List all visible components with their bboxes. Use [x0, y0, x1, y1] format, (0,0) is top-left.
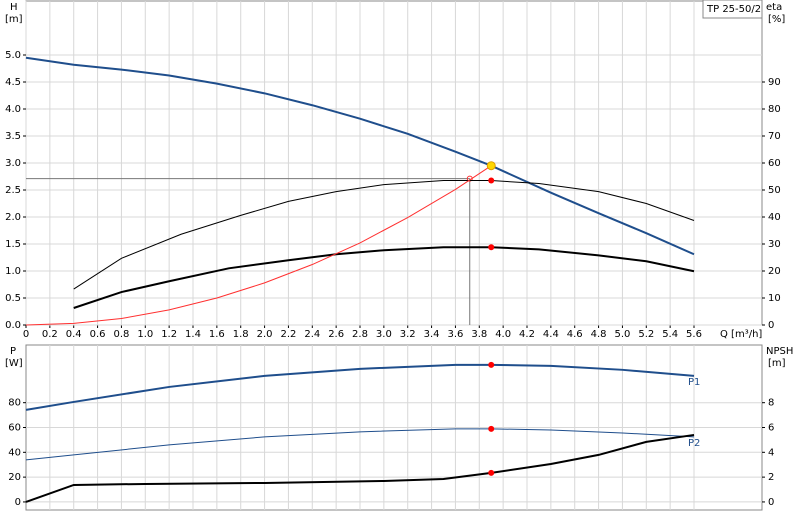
x-tick-label: 2.6: [328, 329, 344, 340]
y-axis-unit: [m]: [5, 14, 23, 25]
y2-tick-label: 70: [768, 131, 781, 142]
y2-axis-label: NPSH: [766, 346, 793, 357]
x-tick-label: 1.0: [137, 329, 153, 340]
y-tick-label: 3.5: [5, 131, 21, 142]
operating-point: [488, 469, 495, 476]
x-tick-label: 4.0: [495, 329, 511, 340]
x-tick-label: 0.4: [66, 329, 82, 340]
y2-tick-label: 0: [768, 320, 774, 331]
x-tick-label: 4.4: [543, 329, 559, 340]
y2-tick-label: 40: [768, 212, 781, 223]
y-tick-label: 3.0: [5, 158, 21, 169]
y2-axis-unit: [%]: [768, 14, 785, 25]
x-axis-label: Q [m³/h]: [720, 329, 762, 340]
y2-tick-label: 8: [768, 398, 774, 409]
y2-tick-label: 60: [768, 158, 781, 169]
x-tick-label: 3.0: [376, 329, 392, 340]
y-tick-label: 80: [8, 398, 21, 409]
y-tick-label: 4.5: [5, 77, 21, 88]
y-tick-label: 5.0: [5, 50, 21, 61]
y-tick-label: 0.5: [5, 293, 21, 304]
y-axis-label: H: [10, 2, 18, 13]
y2-tick-label: 4: [768, 447, 774, 458]
series-line: [25, 428, 695, 461]
y2-tick-label: 20: [768, 266, 781, 277]
x-tick-label: 1.2: [161, 329, 177, 340]
y2-tick-label: 6: [768, 423, 774, 434]
x-tick-label: 2.8: [352, 329, 368, 340]
y-tick-label: 20: [8, 472, 21, 483]
x-tick-label: 3.4: [424, 329, 440, 340]
operating-point: [488, 425, 495, 432]
y-tick-label: 60: [8, 423, 21, 434]
y2-tick-label: 90: [768, 77, 781, 88]
series-label: P1: [688, 377, 700, 388]
x-tick-label: 3.6: [447, 329, 463, 340]
x-tick-label: 5.6: [686, 329, 702, 340]
y-tick-label: 2.5: [5, 185, 21, 196]
series-label: P2: [688, 438, 700, 449]
series-line: [73, 180, 695, 290]
y-tick-label: 2.0: [5, 212, 21, 223]
y-axis-unit: [W]: [5, 358, 23, 369]
x-tick-label: 3.8: [471, 329, 487, 340]
x-tick-label: 1.4: [185, 329, 201, 340]
y2-tick-label: 50: [768, 185, 781, 196]
y2-tick-label: 2: [768, 472, 774, 483]
x-tick-label: 2.0: [257, 329, 273, 340]
y2-tick-label: 0: [768, 497, 774, 508]
y2-axis-label: eta: [766, 2, 782, 13]
y2-axis-unit: [m]: [768, 358, 786, 369]
x-tick-label: 1.8: [233, 329, 249, 340]
series-line: [25, 56, 695, 256]
x-tick-label: 2.4: [304, 329, 320, 340]
y-tick-label: 0.0: [5, 320, 21, 331]
series-line: [25, 363, 695, 411]
y-tick-label: 1.5: [5, 239, 21, 250]
operating-point: [488, 244, 495, 251]
x-tick-label: 0.6: [90, 329, 106, 340]
operating-point: [486, 161, 496, 171]
x-tick-label: 4.8: [591, 329, 607, 340]
x-tick-label: 4.2: [519, 329, 535, 340]
x-tick-label: 0.8: [113, 329, 129, 340]
operating-point: [488, 361, 495, 368]
legend-box: [702, 0, 763, 19]
y-tick-label: 0: [15, 497, 21, 508]
series-line: [25, 433, 695, 503]
y-axis-label: P: [10, 346, 16, 357]
x-tick-label: 5.4: [662, 329, 678, 340]
y-tick-label: 40: [8, 447, 21, 458]
series-line: [73, 246, 695, 309]
y-tick-label: 4.0: [5, 104, 21, 115]
x-tick-label: 0.2: [42, 329, 58, 340]
y2-tick-label: 10: [768, 293, 781, 304]
x-tick-label: 2.2: [280, 329, 296, 340]
series-line: [25, 165, 492, 326]
x-tick-label: 5.0: [614, 329, 630, 340]
y-tick-label: 1.0: [5, 266, 21, 277]
x-tick-label: 1.6: [209, 329, 225, 340]
y2-tick-label: 30: [768, 239, 781, 250]
legend-label: TP 25-50/2: [706, 4, 761, 15]
x-tick-label: 4.6: [567, 329, 583, 340]
y2-tick-label: 80: [768, 104, 781, 115]
x-tick-label: 3.2: [400, 329, 416, 340]
x-tick-label: 5.2: [638, 329, 654, 340]
x-tick-label: 0: [23, 329, 29, 340]
operating-point: [488, 177, 495, 184]
